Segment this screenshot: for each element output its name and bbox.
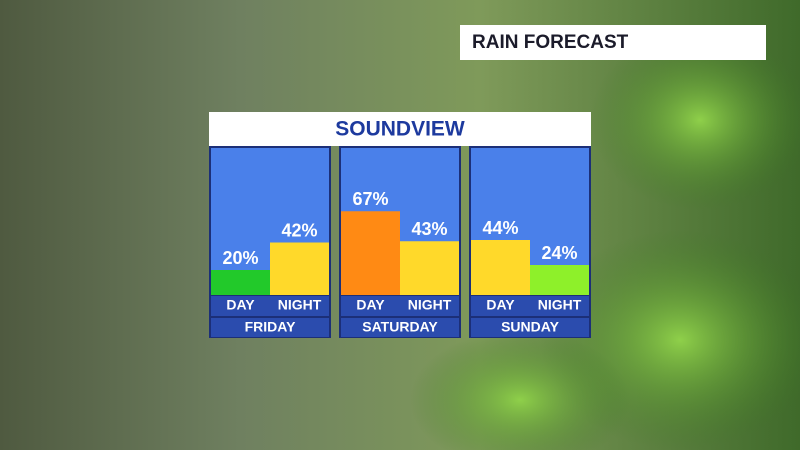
location-box bbox=[209, 112, 591, 146]
value-label: 20% bbox=[222, 248, 258, 268]
category-label: NIGHT bbox=[538, 297, 582, 313]
category-label: DAY bbox=[226, 297, 255, 313]
day-title: FRIDAY bbox=[245, 319, 296, 335]
category-row bbox=[211, 296, 329, 316]
category-row bbox=[341, 296, 459, 316]
day-row bbox=[341, 318, 459, 337]
category-row bbox=[471, 296, 589, 316]
value-label: 42% bbox=[281, 220, 317, 240]
category-label: NIGHT bbox=[408, 297, 452, 313]
value-label: 67% bbox=[352, 189, 388, 209]
bar bbox=[400, 241, 459, 295]
bar bbox=[270, 242, 329, 295]
category-label: DAY bbox=[486, 297, 515, 313]
bar bbox=[471, 240, 530, 295]
header-title: RAIN FORECAST bbox=[472, 32, 629, 53]
day-row bbox=[471, 318, 589, 337]
category-label: DAY bbox=[356, 297, 385, 313]
bar bbox=[530, 265, 589, 295]
bar bbox=[341, 211, 400, 295]
panels: 20% DAY 42% NIGHT FRIDAY 67% DAY 43% NIGHT SATURD… bbox=[209, 146, 591, 338]
category-label: NIGHT bbox=[278, 297, 322, 313]
value-label: 43% bbox=[411, 219, 447, 239]
bar bbox=[211, 270, 270, 295]
value-label: 24% bbox=[541, 243, 577, 263]
header-box bbox=[460, 25, 766, 60]
foliage bbox=[410, 330, 630, 450]
foliage bbox=[590, 30, 800, 210]
location-title: SOUNDVIEW bbox=[335, 118, 465, 141]
day-row bbox=[211, 318, 329, 337]
day-title: SUNDAY bbox=[501, 319, 559, 335]
day-title: SATURDAY bbox=[362, 319, 438, 335]
value-label: 44% bbox=[482, 218, 518, 238]
